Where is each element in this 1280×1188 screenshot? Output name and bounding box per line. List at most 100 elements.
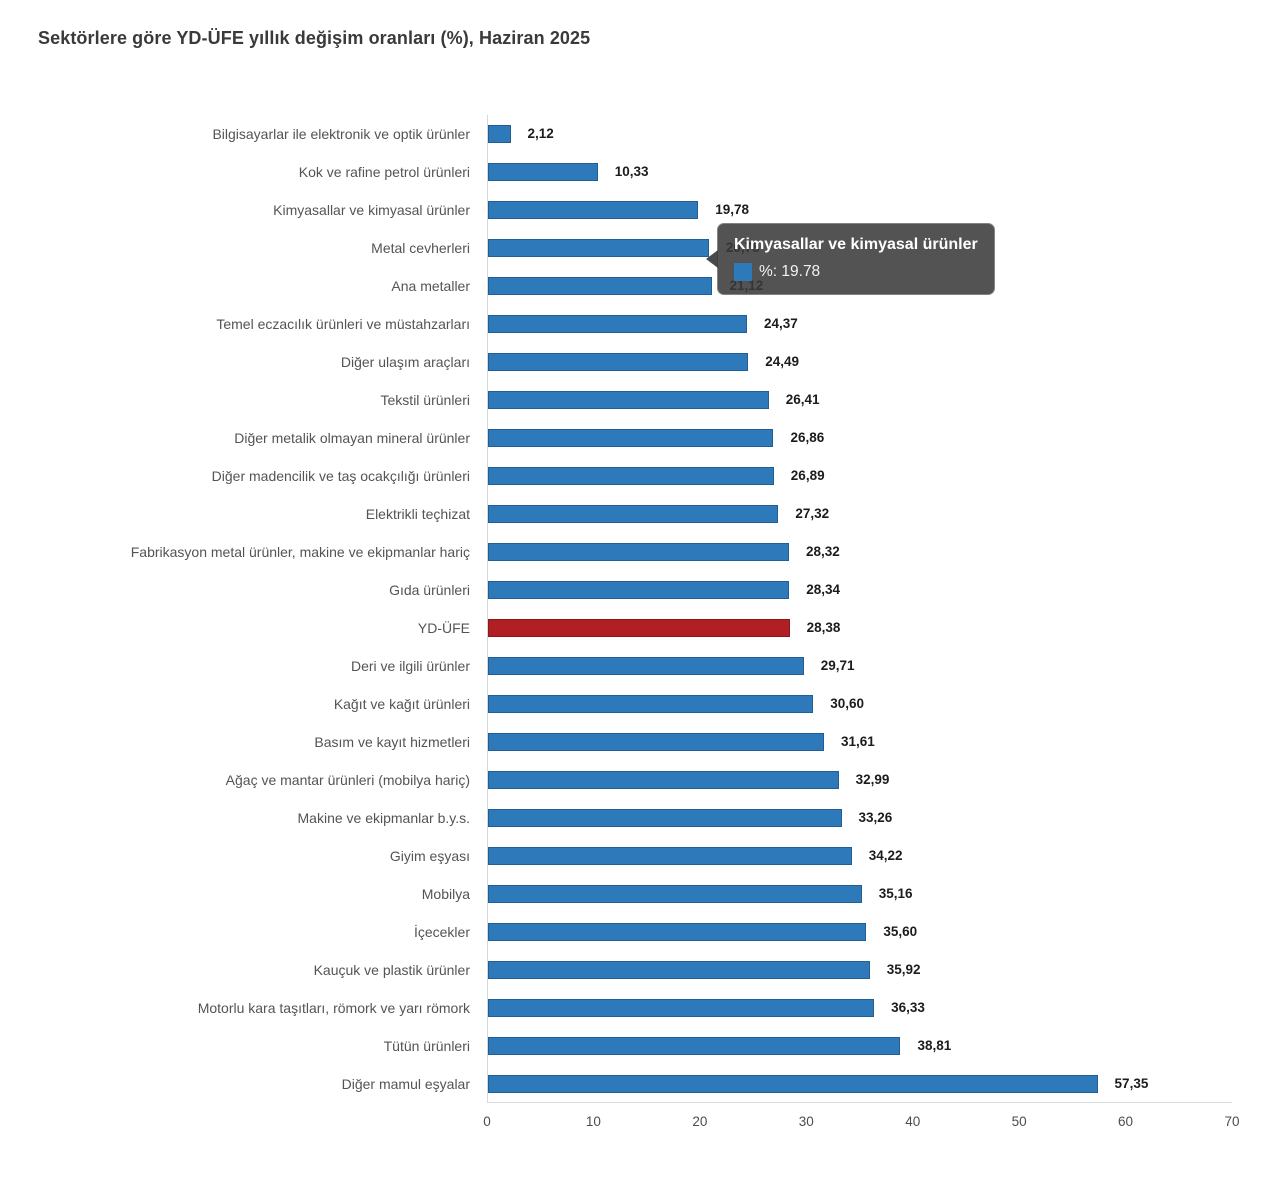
bar[interactable] (488, 315, 748, 333)
bar[interactable] (488, 163, 598, 181)
plot-area: 2,1210,3319,7820,7821,1224,3724,4926,412… (487, 115, 1232, 1103)
tooltip-value: %: 19.78 (759, 263, 821, 280)
x-tick-label: 40 (905, 1114, 921, 1129)
series-swatch-icon (734, 263, 752, 281)
tooltip-title: Kimyasallar ve kimyasal ürünler (734, 236, 978, 253)
bar-row: 28,38 (488, 609, 1232, 647)
chart-title: Sektörlere göre YD-ÜFE yıllık değişim or… (38, 28, 591, 48)
category-label: Fabrikasyon metal ürünler, makine ve eki… (130, 544, 470, 560)
bar-row: 26,89 (488, 457, 1232, 495)
x-tick-label: 60 (1118, 1114, 1134, 1129)
bar-value-label: 32,99 (855, 772, 890, 787)
bar[interactable] (488, 885, 862, 903)
category-label: Giyim eşyası (389, 848, 470, 864)
bar-value-label: 29,71 (820, 658, 855, 673)
bar-row: 10,33 (488, 153, 1232, 191)
bar-value-label: 26,89 (790, 468, 825, 483)
plot-rows: 2,1210,3319,7820,7821,1224,3724,4926,412… (488, 115, 1232, 1103)
bar[interactable] (488, 809, 842, 827)
bar-row: 35,92 (488, 951, 1232, 989)
bar[interactable] (488, 429, 774, 447)
category-label: Diğer ulaşım araçları (340, 354, 470, 370)
bar-value-label: 33,26 (858, 810, 893, 825)
category-label: Kok ve rafine petrol ürünleri (298, 164, 470, 180)
bar[interactable] (488, 771, 839, 789)
x-tick-label: 0 (483, 1114, 491, 1129)
category-label: Mobilya (421, 886, 470, 902)
bar-row: 28,32 (488, 533, 1232, 571)
bar-row: 33,26 (488, 799, 1232, 837)
bar[interactable] (488, 657, 804, 675)
bar-value-label: 26,86 (790, 430, 825, 445)
bar-value-label: 24,49 (765, 354, 800, 369)
bar-value-label: 19,78 (715, 202, 750, 217)
category-label: Ana metaller (391, 278, 470, 294)
bar-value-label: 35,16 (878, 886, 913, 901)
bar-value-label: 31,61 (840, 734, 875, 749)
bar-row: 26,41 (488, 381, 1232, 419)
bar[interactable] (488, 391, 769, 409)
bar-row: 26,86 (488, 419, 1232, 457)
bar[interactable] (488, 239, 709, 257)
bar[interactable] (488, 961, 870, 979)
category-label: Kağıt ve kağıt ürünleri (333, 696, 470, 712)
bar[interactable] (488, 1075, 1098, 1093)
bar-value-label: 34,22 (868, 848, 903, 863)
bar-row: 32,99 (488, 761, 1232, 799)
bar[interactable] (488, 1037, 901, 1055)
bar[interactable] (488, 695, 814, 713)
bar-value-label: 24,37 (764, 316, 798, 331)
bar-row: 31,61 (488, 723, 1232, 761)
bar[interactable] (488, 353, 749, 371)
bar[interactable] (488, 581, 790, 599)
bar[interactable] (488, 847, 852, 865)
bar[interactable] (488, 125, 511, 143)
bar-value-label: 28,32 (806, 544, 840, 559)
bar-value-label: 28,34 (806, 582, 840, 597)
category-label: YD-ÜFE (417, 620, 470, 636)
tooltip-arrow-icon (706, 250, 718, 268)
x-axis-ticks: 0 10 20 30 40 50 60 70 (483, 1114, 1239, 1136)
bar-value-label: 26,41 (785, 392, 820, 407)
bar[interactable] (488, 923, 867, 941)
bar-value-label: 38,81 (917, 1038, 952, 1053)
bar[interactable] (488, 277, 713, 295)
category-label: Temel eczacılık ürünleri ve müstahzarlar… (216, 316, 470, 332)
bar[interactable] (488, 733, 824, 751)
bar[interactable] (488, 201, 699, 219)
tooltip: Kimyasallar ve kimyasal ürünler %: 19.78 (706, 223, 995, 295)
category-label: Basım ve kayıt hizmetleri (314, 734, 470, 750)
bar[interactable] (488, 999, 875, 1017)
bar-row: 29,71 (488, 647, 1232, 685)
bar-row: 24,49 (488, 343, 1232, 381)
bar[interactable] (488, 467, 774, 485)
bar-row: 38,81 (488, 1027, 1232, 1065)
bar-value-label: 27,32 (795, 506, 830, 521)
bar-row: 57,35 (488, 1065, 1232, 1103)
bar-row: 28,34 (488, 571, 1232, 609)
bar-value-label: 36,33 (891, 1000, 925, 1015)
bar-row: 35,16 (488, 875, 1232, 913)
tooltip-value-line: %: 19.78 (734, 263, 978, 281)
x-tick-label: 30 (798, 1114, 814, 1129)
category-label: Kimyasallar ve kimyasal ürünler (273, 202, 470, 218)
category-label: Gıda ürünleri (389, 582, 470, 598)
bar[interactable] (488, 543, 789, 561)
category-label: Tütün ürünleri (383, 1038, 470, 1054)
category-label: Diğer mamul eşyalar (341, 1076, 470, 1092)
category-label: İçecekler (413, 924, 470, 940)
bar-value-label: 28,38 (806, 620, 841, 635)
bar-value-label: 35,60 (883, 924, 918, 939)
bar-highlight[interactable] (488, 619, 790, 637)
x-tick-label: 70 (1224, 1114, 1240, 1129)
category-label: Metal cevherleri (371, 240, 470, 256)
bar-row: 35,60 (488, 913, 1232, 951)
bar-value-label: 57,35 (1114, 1076, 1149, 1091)
category-label: Tekstil ürünleri (380, 392, 470, 408)
category-label: Elektrikli teçhizat (365, 506, 470, 522)
bar-row: 27,32 (488, 495, 1232, 533)
category-label: Deri ve ilgili ürünler (350, 658, 470, 674)
bar-value-label: 10,33 (614, 164, 649, 179)
x-tick-label: 20 (692, 1114, 708, 1129)
bar[interactable] (488, 505, 779, 523)
